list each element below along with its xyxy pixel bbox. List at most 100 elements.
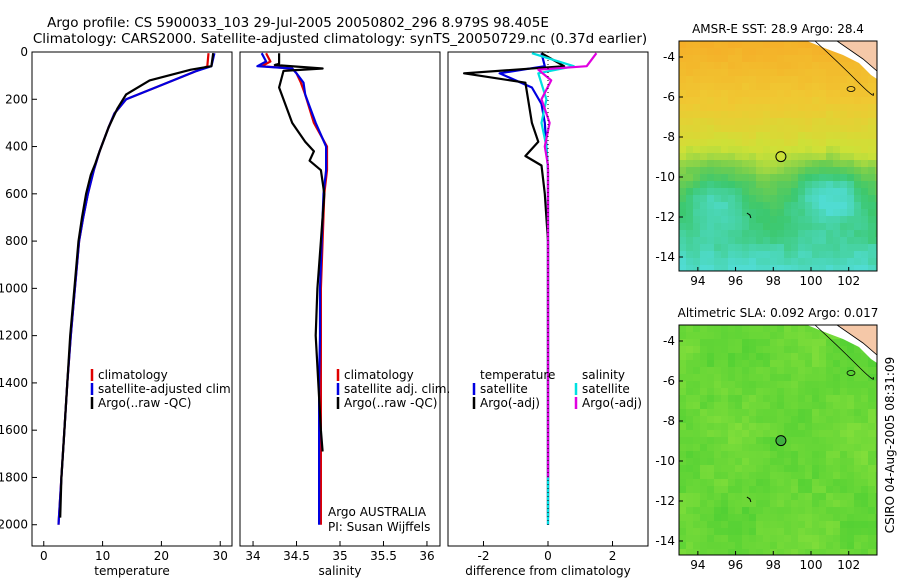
sla_map-cell	[875, 374, 877, 381]
sst_map-cell	[763, 251, 770, 258]
sst_map-cell	[749, 125, 756, 132]
sst_map-cell	[777, 111, 784, 118]
title-line1: Argo profile: CS 5900033_103 29-Jul-2005…	[47, 15, 549, 31]
sst_map-cell	[791, 146, 798, 153]
sst_map-cell	[812, 251, 819, 258]
sst_map-cell	[686, 167, 693, 174]
sst_map-cell	[735, 195, 742, 202]
sst_map-cell	[833, 188, 840, 195]
sla_map-cell	[812, 486, 819, 493]
sst_map-cell	[721, 62, 728, 69]
sla_map-cell	[714, 402, 721, 409]
sst_map-cell	[770, 209, 777, 216]
sst_map-cell	[728, 258, 735, 265]
sst_map-cell	[854, 83, 861, 90]
sla_map-cell	[805, 507, 812, 514]
sst_map-cell	[819, 188, 826, 195]
sla_map-cell	[833, 549, 840, 555]
sst_map-cell	[777, 251, 784, 258]
sst_map-cell	[805, 69, 812, 76]
sst_map-cell	[777, 125, 784, 132]
sst_map-cell	[798, 167, 805, 174]
sla_map-cell	[749, 465, 756, 472]
sla_map-cell	[812, 409, 819, 416]
sla_map-cell	[868, 388, 875, 395]
sst_map-cell	[826, 188, 833, 195]
sla_map-cell	[819, 514, 826, 521]
sla_map-cell	[756, 388, 763, 395]
sla_map-cell	[826, 521, 833, 528]
sla_map-cell	[735, 542, 742, 549]
sst_map-cell	[707, 251, 714, 258]
sst_map-cell	[791, 230, 798, 237]
sst_map-cell	[847, 69, 854, 76]
sst_map-cell	[777, 118, 784, 125]
sst_map-cell	[868, 244, 875, 251]
sst_map-cell	[819, 216, 826, 223]
sst_map-cell	[693, 265, 700, 271]
sla_map-cell	[714, 507, 721, 514]
sst_map-cell	[826, 244, 833, 251]
sst_map-cell	[798, 237, 805, 244]
sst_map-cell	[763, 62, 770, 69]
sla_map-cell	[707, 479, 714, 486]
sla_map-cell	[770, 360, 777, 367]
sst_map-cell	[679, 55, 686, 62]
sla_map-cell	[700, 507, 707, 514]
sla_map-cell	[791, 381, 798, 388]
sst_map-cell	[707, 139, 714, 146]
sla_map-cell	[707, 514, 714, 521]
sla_map-cell	[791, 339, 798, 346]
sla_map-cell	[861, 507, 868, 514]
sst_map-cell	[819, 69, 826, 76]
sst_map-cell	[805, 90, 812, 97]
sla_map-cell	[840, 472, 847, 479]
sst_map-cell	[721, 223, 728, 230]
sla_map-cell	[847, 451, 854, 458]
sla_map-cell	[693, 549, 700, 555]
temp-xlabel: temperature	[94, 564, 169, 578]
sla_map-cell	[693, 339, 700, 346]
sla_map-cell	[770, 430, 777, 437]
sla_map-xtick-label: 96	[728, 558, 743, 572]
sla_map-cell	[840, 423, 847, 430]
sst_map-cell	[847, 202, 854, 209]
sst_map-cell	[693, 195, 700, 202]
sla_map-cell	[679, 444, 686, 451]
sst_map-cell	[847, 223, 854, 230]
sst_map-cell	[868, 83, 875, 90]
sla_map-cell	[868, 409, 875, 416]
sst_map-cell	[805, 237, 812, 244]
sst_map-cell	[686, 188, 693, 195]
sst_map-cell	[826, 62, 833, 69]
sst_map-cell	[742, 195, 749, 202]
sla_map-cell	[749, 346, 756, 353]
sst_map-cell	[833, 146, 840, 153]
sst_map-cell	[854, 202, 861, 209]
temp-xtick-label: 10	[95, 549, 110, 563]
sst_map-cell	[847, 195, 854, 202]
temp-ytick-label: 1600	[0, 423, 28, 437]
sla_map-cell	[770, 409, 777, 416]
sla_map-cell	[763, 402, 770, 409]
sst_map-cell	[868, 167, 875, 174]
sst_map-cell	[812, 160, 819, 167]
sla_map-cell	[700, 430, 707, 437]
sst_map-cell	[798, 223, 805, 230]
sla_map-cell	[819, 458, 826, 465]
sla_map-cell	[714, 458, 721, 465]
sst_map-cell	[679, 153, 686, 160]
sst_map-cell	[679, 195, 686, 202]
sla_map-cell	[770, 542, 777, 549]
sla_map-cell	[784, 430, 791, 437]
sla_map-cell	[742, 346, 749, 353]
sst_map-cell	[770, 153, 777, 160]
sla_map-cell	[847, 521, 854, 528]
sla_map-cell	[812, 416, 819, 423]
sst_map-cell	[875, 251, 877, 258]
sst_map-cell	[728, 153, 735, 160]
sla_map-cell	[721, 339, 728, 346]
sst_map-cell	[861, 237, 868, 244]
sla_map-cell	[735, 367, 742, 374]
sla_map-cell	[707, 423, 714, 430]
